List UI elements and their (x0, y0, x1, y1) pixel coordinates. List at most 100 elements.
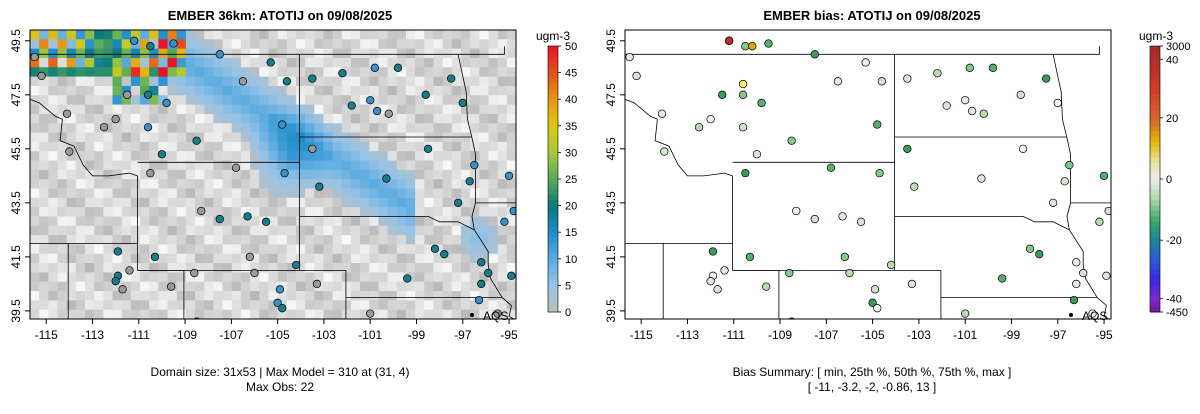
left-colorbar-segment (548, 253, 558, 260)
bias-point (657, 109, 667, 118)
heatmap-cell (250, 104, 260, 115)
heatmap-cell (305, 113, 315, 124)
left-xtick-label: -103 (312, 328, 336, 342)
heatmap-cell (94, 197, 104, 208)
heatmap-cell (506, 179, 516, 190)
heatmap-cell (94, 57, 104, 68)
heatmap-cell (424, 253, 435, 264)
right-colorbar-segment (1150, 141, 1160, 148)
heatmap-cell (39, 253, 49, 264)
heatmap-cell (286, 300, 297, 311)
heatmap-cell (259, 104, 270, 115)
heatmap-cell (149, 85, 159, 96)
heatmap-cell (213, 207, 224, 218)
heatmap-cell (66, 151, 77, 162)
heatmap-cell (167, 48, 178, 59)
heatmap-cell (85, 95, 95, 106)
heatmap-cell (479, 188, 490, 199)
heatmap-cell (488, 113, 499, 124)
heatmap-cell (488, 57, 499, 68)
heatmap-cell (140, 225, 150, 236)
heatmap-cell (479, 160, 490, 171)
left-xtick-label: -99 (408, 328, 426, 342)
heatmap-cell (231, 309, 242, 319)
heatmap-cell (57, 85, 68, 96)
heatmap-cell (470, 207, 480, 218)
heatmap-cell (323, 244, 334, 255)
heatmap-cell (48, 57, 59, 68)
heatmap-cell (350, 291, 361, 301)
heatmap-cell (268, 235, 279, 246)
heatmap-cell (57, 300, 68, 311)
heatmap-cell (204, 76, 214, 87)
heatmap-cell (85, 216, 95, 227)
heatmap-cell (350, 141, 361, 152)
heatmap-cell (314, 207, 325, 218)
heatmap-cell (149, 67, 159, 78)
heatmap-cell (176, 95, 187, 106)
heatmap-cell (479, 263, 490, 273)
bias-point (907, 279, 917, 289)
heatmap-cell (396, 160, 407, 171)
heatmap-cell (39, 76, 49, 87)
heatmap-cell (94, 39, 104, 50)
heatmap-cell (167, 207, 178, 218)
right-colorbar-segment (1150, 109, 1160, 116)
heatmap-cell (158, 160, 169, 171)
heatmap-cell (176, 151, 187, 162)
heatmap-cell (103, 197, 114, 208)
heatmap-cell (387, 132, 398, 143)
heatmap-cell (277, 132, 288, 143)
heatmap-cell (350, 151, 361, 162)
heatmap-cell (213, 169, 224, 180)
bias-point-high (738, 79, 748, 89)
heatmap-cell (451, 281, 462, 292)
heatmap-cell (222, 57, 233, 68)
heatmap-cell (103, 39, 114, 50)
heatmap-cell (323, 179, 334, 190)
heatmap-cell (121, 253, 132, 264)
heatmap-cell (250, 57, 260, 68)
heatmap-cell (140, 216, 150, 227)
heatmap-cell (488, 141, 499, 152)
heatmap-cell (103, 67, 114, 78)
heatmap-cell (497, 76, 508, 87)
left-colorbar-segment (548, 184, 558, 191)
heatmap-cell (497, 263, 508, 273)
heatmap-cell (451, 104, 462, 115)
heatmap-cell (314, 225, 325, 236)
heatmap-cell (30, 188, 40, 199)
heatmap-cell (488, 244, 499, 255)
heatmap-cell (295, 85, 306, 96)
heatmap-cell (195, 30, 205, 40)
heatmap-cell (204, 300, 214, 311)
heatmap-cell (433, 207, 444, 218)
bias-point (870, 285, 880, 294)
heatmap-cell (140, 160, 150, 171)
heatmap-cell (176, 48, 187, 59)
heatmap-cell (140, 30, 150, 40)
heatmap-cell (121, 207, 132, 218)
heatmap-cell (103, 123, 114, 134)
heatmap-cell (360, 225, 370, 236)
obs-point (280, 168, 289, 178)
heatmap-cell (442, 76, 453, 87)
heatmap-cell (497, 113, 508, 124)
heatmap-cell (167, 113, 178, 124)
heatmap-cell (268, 188, 279, 199)
bias-point (720, 266, 729, 275)
heatmap-cell (286, 188, 297, 199)
heatmap-cell (268, 151, 279, 162)
heatmap-cell (30, 225, 40, 236)
right-colorbar-segment (1150, 125, 1160, 132)
heatmap-cell (268, 291, 279, 301)
heatmap-cell (396, 169, 407, 180)
left-colorbar-segment (548, 109, 558, 116)
heatmap-cell (341, 76, 352, 87)
heatmap-cell (30, 123, 40, 134)
heatmap-cell (94, 188, 104, 199)
heatmap-cell (396, 85, 407, 96)
heatmap-cell (460, 263, 471, 273)
bias-point (856, 217, 866, 226)
heatmap-cell (259, 225, 270, 236)
